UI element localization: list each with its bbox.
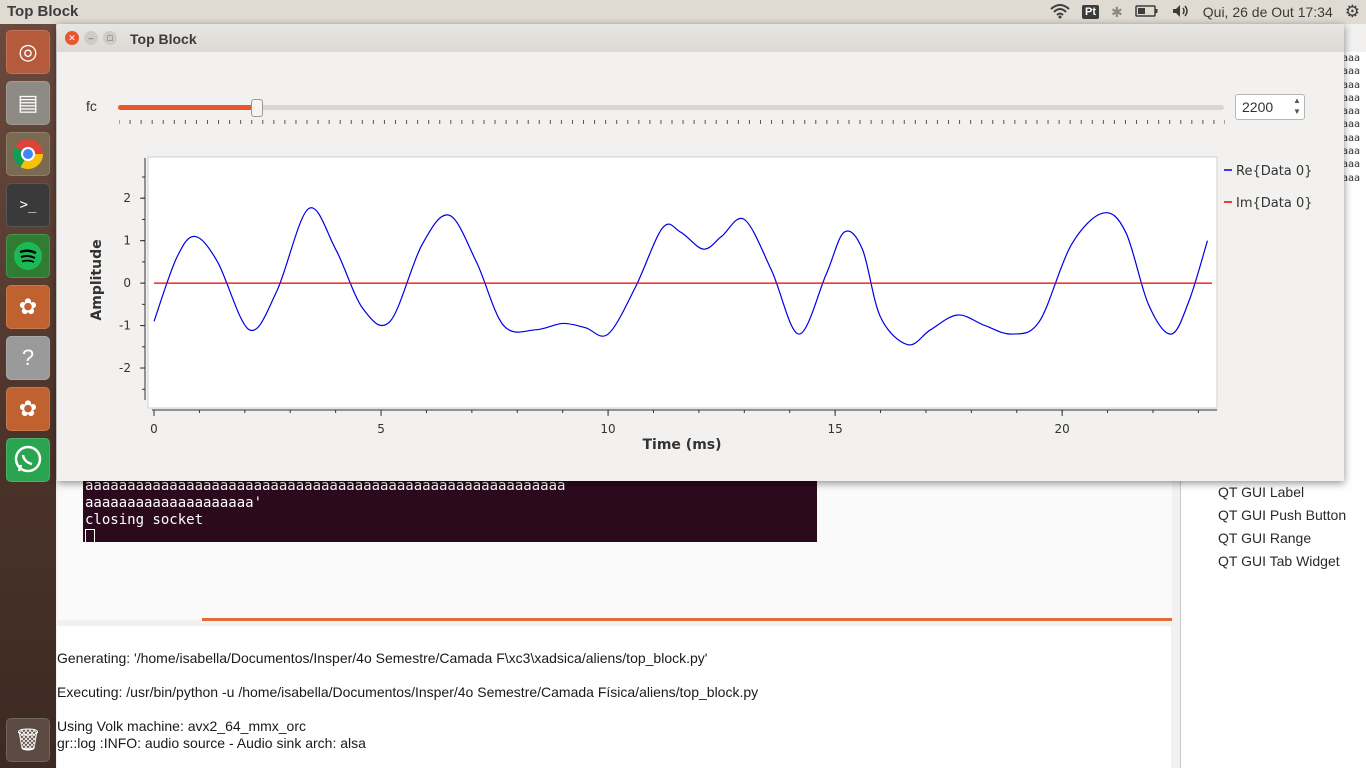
x-tick-label: 15 — [827, 422, 842, 436]
terminal-window[interactable]: aaaaaaaaaaaaaaaaaaaaaaaaaaaaaaaaaaaaaaaa… — [83, 478, 817, 542]
flowgraph-canvas-edge: aaa aaa aaa aaa aaa aaa aaa aaa aaa aaa — [1342, 52, 1366, 372]
console-line: Executing: /usr/bin/python -u /home/isab… — [57, 684, 759, 700]
tree-item[interactable]: QT GUI Range — [1218, 530, 1312, 546]
maximize-icon[interactable]: □ — [103, 31, 117, 45]
terminal-cursor — [85, 529, 95, 542]
bluetooth-icon[interactable]: ✱ — [1111, 3, 1123, 20]
x-tick-label: 20 — [1055, 422, 1070, 436]
y-tick-label: -1 — [119, 319, 131, 333]
spin-up-icon[interactable]: ▲ — [1293, 96, 1301, 105]
canvas-text: aaa — [1342, 119, 1361, 131]
fc-slider-handle[interactable] — [251, 99, 264, 117]
gnuradio-icon[interactable]: ✿ — [6, 387, 50, 431]
gear-icon[interactable]: ⚙ — [1344, 2, 1360, 21]
y-tick-label: 0 — [123, 276, 131, 290]
y-axis-label: Amplitude — [89, 239, 105, 320]
canvas-text: aaa — [1342, 159, 1361, 171]
canvas-text: aaa — [1342, 53, 1361, 64]
fc-slider-ticks — [119, 120, 1225, 124]
time-sink-plot: 210-1-20 5 10 15 20 Time (ms) Amplitude Re{D… — [89, 156, 1312, 453]
series-line — [153, 207, 1209, 346]
canvas-text: aaa — [1342, 92, 1361, 104]
gnuradio-icon[interactable]: ✿ — [6, 285, 50, 329]
active-app-title: Top Block — [7, 3, 79, 20]
panel-divider — [202, 618, 1172, 621]
console-line: Using Volk machine: avx2_64_mmx_orc — [57, 718, 307, 734]
canvas-text: aaa — [1342, 106, 1361, 118]
terminal-line: aaaaaaaaaaaaaaaaaaaa' — [85, 495, 263, 511]
keyboard-layout-indicator[interactable]: Pt — [1082, 5, 1100, 19]
top-panel: Top Block Pt ✱ Qui, 26 de Out 17:34 ⚙ — [0, 0, 1366, 25]
top-block-window: ✕ – □ Top Block fc 2200 ▲ ▼ 2 1 0 -1 -2 0 5 10 1… — [57, 24, 1344, 481]
legend-label[interactable]: Im{Data 0} — [1236, 196, 1312, 211]
minimize-icon[interactable]: – — [84, 31, 98, 45]
legend-label[interactable]: Re{Data 0} — [1236, 164, 1312, 179]
fc-spinbox-value: 2200 — [1242, 99, 1274, 115]
x-tick-label: 5 — [377, 422, 385, 436]
tree-item[interactable]: QT GUI Label — [1218, 484, 1305, 500]
fc-label: fc — [86, 98, 97, 114]
x-axis-label: Time (ms) — [642, 437, 721, 453]
x-tick-label: 10 — [600, 422, 615, 436]
window-title: Top Block — [130, 31, 197, 47]
y-tick-label: 2 — [123, 191, 131, 205]
canvas-text: aaa — [1342, 79, 1361, 91]
tree-item[interactable]: QT GUI Push Button — [1218, 507, 1347, 523]
files-icon[interactable]: ▤ — [6, 81, 50, 125]
trash-icon[interactable]: 🗑 — [6, 718, 50, 762]
canvas-text: aaa — [1342, 146, 1361, 158]
y-tick-label: -2 — [119, 361, 131, 375]
console-line: gr::log :INFO: audio source - Audio sink… — [57, 735, 366, 751]
terminal-line: aaaaaaaaaaaaaaaaaaaaaaaaaaaaaaaaaaaaaaaa… — [85, 478, 566, 494]
plot-canvas — [147, 156, 1218, 409]
terminal-icon[interactable]: >_ — [6, 183, 50, 227]
spin-down-icon[interactable]: ▼ — [1293, 107, 1301, 116]
fc-spinbox[interactable]: 2200 ▲ ▼ — [1235, 94, 1305, 120]
ubuntu-icon[interactable]: ◎ — [6, 30, 50, 74]
spotify-icon[interactable] — [6, 234, 50, 278]
window-titlebar[interactable]: ✕ – □ Top Block — [57, 24, 1344, 52]
canvas-text: aaa — [1342, 132, 1361, 144]
system-tray: Pt ✱ Qui, 26 de Out 17:34 ⚙ — [1050, 0, 1360, 24]
wifi-icon[interactable] — [1050, 3, 1070, 22]
close-icon[interactable]: ✕ — [65, 31, 79, 45]
volume-icon[interactable] — [1171, 3, 1191, 22]
launcher: ◎ ▤ >_ ✿ ? ✿ 🗑 — [0, 24, 56, 768]
help-icon[interactable]: ? — [6, 336, 50, 380]
x-tick-label: 0 — [150, 422, 158, 436]
fc-slider[interactable] — [118, 99, 1224, 117]
fc-slider-fill — [118, 105, 257, 110]
chrome-icon[interactable] — [6, 132, 50, 176]
canvas-text: aaa — [1342, 172, 1361, 184]
battery-icon[interactable] — [1135, 4, 1159, 21]
console-line: Generating: '/home/isabella/Documentos/I… — [57, 650, 708, 666]
tree-item[interactable]: QT GUI Tab Widget — [1218, 553, 1340, 569]
console-output: Generating: '/home/isabella/Documentos/I… — [57, 626, 1171, 768]
terminal-line: closing socket — [85, 512, 204, 528]
whatsapp-icon[interactable] — [6, 438, 50, 482]
y-tick-label: 1 — [123, 234, 131, 248]
datetime-indicator[interactable]: Qui, 26 de Out 17:34 — [1202, 4, 1333, 20]
canvas-text: aaa — [1342, 66, 1361, 78]
